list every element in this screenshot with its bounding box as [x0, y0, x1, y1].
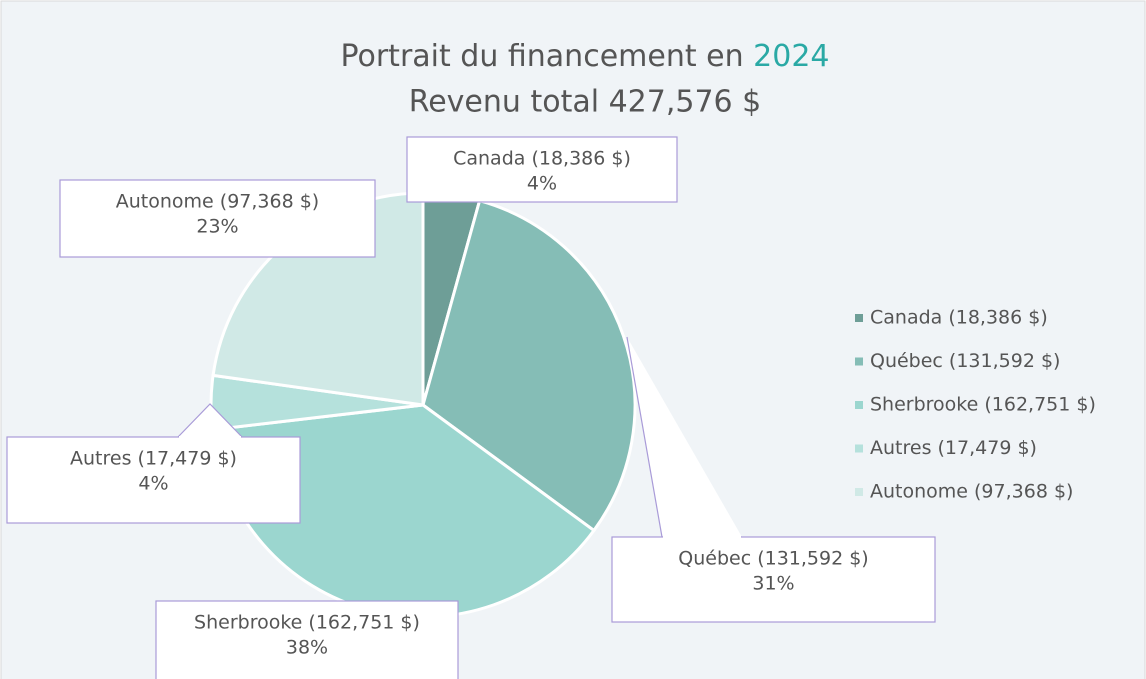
- data-label-box: [406, 136, 678, 203]
- legend-swatch: [855, 314, 863, 322]
- legend-label: Canada (18,386 $): [870, 307, 1048, 329]
- title-year: 2024: [753, 39, 829, 74]
- data-label-category: Autonome (97,368 $): [116, 191, 319, 213]
- data-label-value: 4%: [527, 173, 557, 195]
- legend-swatch: [855, 488, 863, 496]
- data-label-value: 23%: [196, 216, 238, 238]
- data-label-box: [59, 179, 376, 258]
- data-label-value: 31%: [752, 573, 794, 595]
- legend-label: Autonome (97,368 $): [870, 481, 1073, 503]
- title-text: Portrait du financement en: [340, 39, 743, 74]
- callout-leader: [177, 403, 243, 438]
- legend-swatch: [855, 357, 863, 366]
- data-label-box: [6, 436, 301, 524]
- legend-swatch: [855, 444, 863, 453]
- chart-subtitle: Revenu total 427,576 $: [409, 85, 762, 120]
- data-label-box: [611, 536, 936, 623]
- legend-swatch: [855, 401, 863, 409]
- data-label-category: Autres (17,479 $): [70, 448, 237, 470]
- legend-label: Autres (17,479 $): [870, 437, 1037, 459]
- data-label-value: 4%: [138, 473, 168, 495]
- data-label-value: 38%: [286, 637, 328, 659]
- legend-label: Québec (131,592 $): [870, 350, 1060, 372]
- chart-title: Portrait du financement en 2024: [340, 39, 829, 74]
- pie-slice: [421, 198, 637, 533]
- data-label-box: [155, 600, 459, 679]
- data-label-category: Québec (131,592 $): [678, 548, 868, 570]
- data-label-category: Canada (18,386 $): [453, 148, 631, 170]
- legend-label: Sherbrooke (162,751 $): [870, 394, 1096, 416]
- data-label-category: Sherbrooke (162,751 $): [194, 612, 420, 634]
